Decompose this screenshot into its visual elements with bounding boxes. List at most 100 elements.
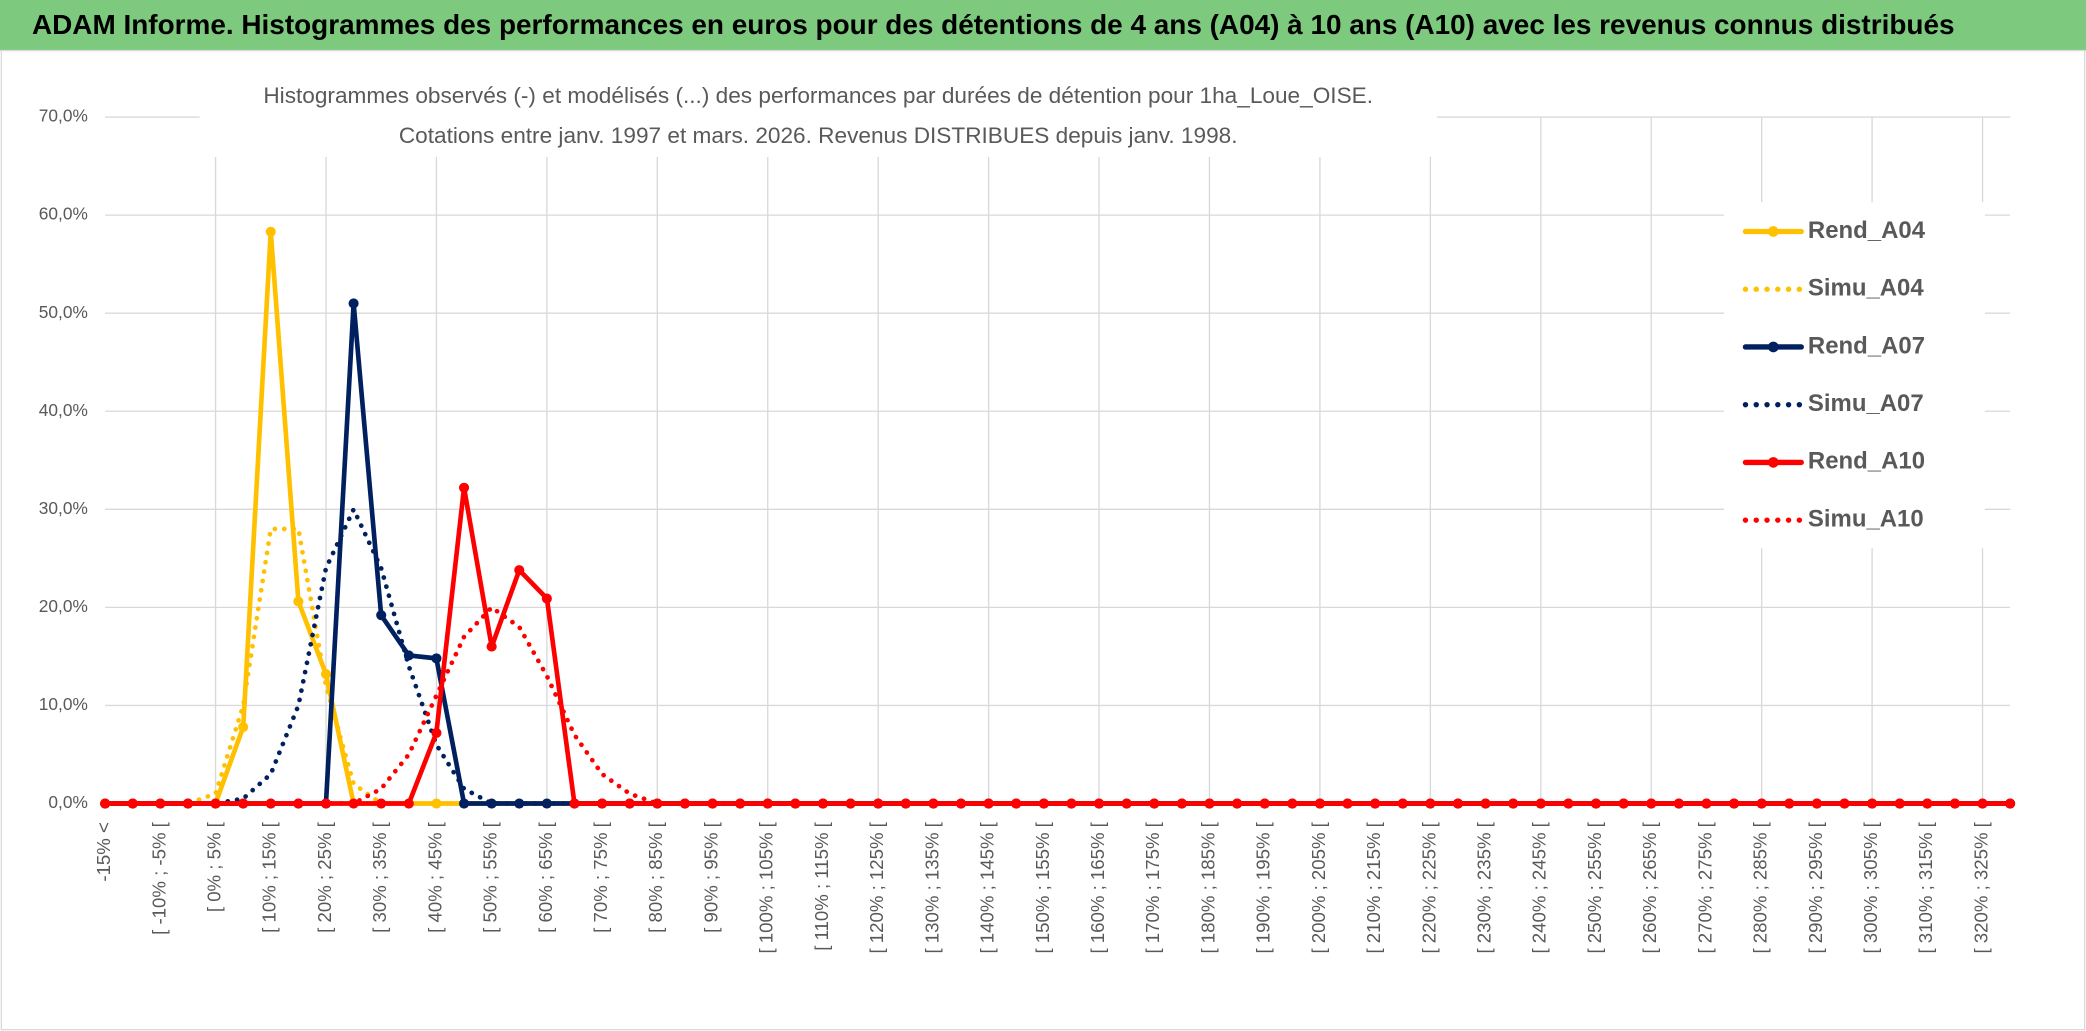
legend-background bbox=[1724, 202, 1985, 549]
chart-title: Histogrammes observés (-) et modélisés (… bbox=[263, 83, 1373, 108]
series-marker bbox=[1811, 798, 1822, 809]
series-marker bbox=[265, 226, 276, 237]
series-marker bbox=[1784, 798, 1795, 809]
series-marker bbox=[2005, 798, 2016, 809]
series-marker bbox=[458, 482, 470, 493]
x-tick-label: [ 80% ; 85% [ bbox=[645, 821, 666, 933]
series-marker bbox=[431, 798, 442, 809]
series-marker bbox=[1728, 798, 1740, 809]
legend-marker bbox=[1768, 341, 1779, 353]
series-marker bbox=[320, 798, 332, 809]
y-tick-label: 10,0% bbox=[39, 694, 88, 714]
series-marker bbox=[376, 798, 387, 809]
x-tick-label: [ -10% ; -5% [ bbox=[148, 821, 169, 935]
series-marker bbox=[624, 798, 635, 809]
series-marker bbox=[1011, 798, 1022, 809]
series-marker bbox=[458, 798, 470, 809]
x-tick-label: [ 90% ; 95% [ bbox=[700, 821, 721, 933]
series-marker bbox=[431, 653, 442, 664]
legend-label: Simu_A07 bbox=[1808, 390, 1924, 417]
series-marker bbox=[210, 798, 221, 809]
series-marker bbox=[514, 798, 525, 809]
grid: 0,0% 10,0% 20,0% 30,0% 40,0% 50,0% 60,0% 70,0% -… bbox=[39, 106, 2011, 954]
series-marker bbox=[679, 798, 690, 809]
x-tick-label: [ 240% ; 245% [ bbox=[1529, 821, 1550, 953]
x-tick-label: [ 280% ; 285% [ bbox=[1750, 821, 1771, 953]
series-marker bbox=[928, 798, 939, 809]
x-tick-label: [ 290% ; 295% [ bbox=[1805, 821, 1826, 953]
chart-subtitle: Cotations entre janv. 1997 et mars. 2026… bbox=[399, 123, 1238, 148]
x-tick-label: [ 230% ; 235% [ bbox=[1473, 821, 1494, 953]
x-tick-label: [ 210% ; 215% [ bbox=[1363, 821, 1384, 953]
series-marker bbox=[293, 596, 304, 607]
series-marker bbox=[1756, 798, 1767, 809]
series-marker bbox=[293, 798, 304, 809]
y-tick-label: 40,0% bbox=[39, 400, 88, 420]
series-marker bbox=[1287, 798, 1298, 809]
series-marker bbox=[735, 798, 746, 809]
legend-label: Simu_A04 bbox=[1808, 275, 1924, 302]
x-tick-label: -15% < bbox=[93, 822, 114, 881]
series-marker bbox=[348, 298, 359, 309]
series-marker bbox=[1425, 798, 1436, 809]
series-marker bbox=[1397, 798, 1408, 809]
series-marker bbox=[514, 565, 525, 576]
series-line bbox=[102, 605, 2013, 806]
x-tick-label: [ 170% ; 175% [ bbox=[1142, 821, 1163, 953]
series-marker bbox=[597, 798, 608, 809]
x-tick-label: [ 50% ; 55% [ bbox=[480, 821, 501, 933]
series-marker bbox=[1038, 798, 1049, 809]
series-marker bbox=[486, 641, 497, 652]
series-marker bbox=[707, 798, 718, 809]
series-marker bbox=[983, 798, 994, 809]
series-marker bbox=[376, 610, 387, 621]
x-tick-label: [ 140% ; 145% [ bbox=[977, 821, 998, 953]
y-tick-label: 60,0% bbox=[39, 204, 88, 224]
x-tick-label: [ 120% ; 125% [ bbox=[866, 821, 887, 953]
x-tick-label: [ 220% ; 225% [ bbox=[1418, 821, 1439, 953]
x-tick-label: [ 150% ; 155% [ bbox=[1032, 821, 1053, 953]
series-marker bbox=[265, 798, 276, 809]
x-tick-label: [ 100% ; 105% [ bbox=[756, 821, 777, 953]
series-marker bbox=[1701, 798, 1712, 809]
legend-marker bbox=[1768, 457, 1779, 468]
y-tick-label: 70,0% bbox=[39, 106, 88, 126]
legend-label: Rend_A04 bbox=[1808, 217, 1926, 244]
series-marker bbox=[569, 798, 580, 809]
y-tick-label: 20,0% bbox=[39, 596, 88, 616]
x-tick-label: [ 0% ; 5% [ bbox=[203, 821, 224, 912]
y-tick-label: 30,0% bbox=[39, 498, 88, 518]
x-tick-label: [ 270% ; 275% [ bbox=[1694, 821, 1715, 953]
series-marker bbox=[1093, 798, 1105, 809]
legend-label: Rend_A07 bbox=[1808, 332, 1925, 359]
series-marker bbox=[431, 727, 442, 738]
x-tick-label: [ 180% ; 185% [ bbox=[1197, 821, 1218, 953]
plot bbox=[100, 226, 2016, 809]
series-marker bbox=[1646, 798, 1657, 809]
series-marker bbox=[541, 593, 552, 604]
y-tick-label: 50,0% bbox=[39, 302, 88, 322]
series-marker bbox=[1342, 798, 1353, 809]
x-tick-label: [ 40% ; 45% [ bbox=[424, 821, 445, 933]
header-bar bbox=[0, 0, 2086, 51]
series-marker bbox=[403, 798, 414, 809]
x-tick-label: [ 190% ; 195% [ bbox=[1253, 821, 1274, 953]
x-tick-label: [ 310% ; 315% [ bbox=[1915, 821, 1936, 953]
x-tick-label: [ 160% ; 165% [ bbox=[1087, 821, 1108, 953]
x-tick-label: [ 30% ; 35% [ bbox=[369, 821, 390, 933]
x-tick-label: [ 110% ; 115% [ bbox=[811, 821, 832, 950]
x-tick-label: [ 250% ; 255% [ bbox=[1584, 821, 1605, 953]
title-background bbox=[199, 79, 1437, 157]
x-tick-label: [ 200% ; 205% [ bbox=[1308, 821, 1329, 953]
series-marker bbox=[1673, 798, 1684, 809]
series-marker bbox=[238, 798, 249, 809]
legend-label: Simu_A10 bbox=[1808, 505, 1924, 532]
series-marker bbox=[955, 798, 967, 809]
series-marker bbox=[1452, 798, 1464, 809]
header-title: ADAM Informe. Histogrammes des performan… bbox=[32, 9, 1955, 40]
x-tick-label: [ 300% ; 305% [ bbox=[1860, 821, 1881, 953]
series-marker bbox=[1370, 798, 1381, 809]
series-marker bbox=[238, 721, 249, 733]
